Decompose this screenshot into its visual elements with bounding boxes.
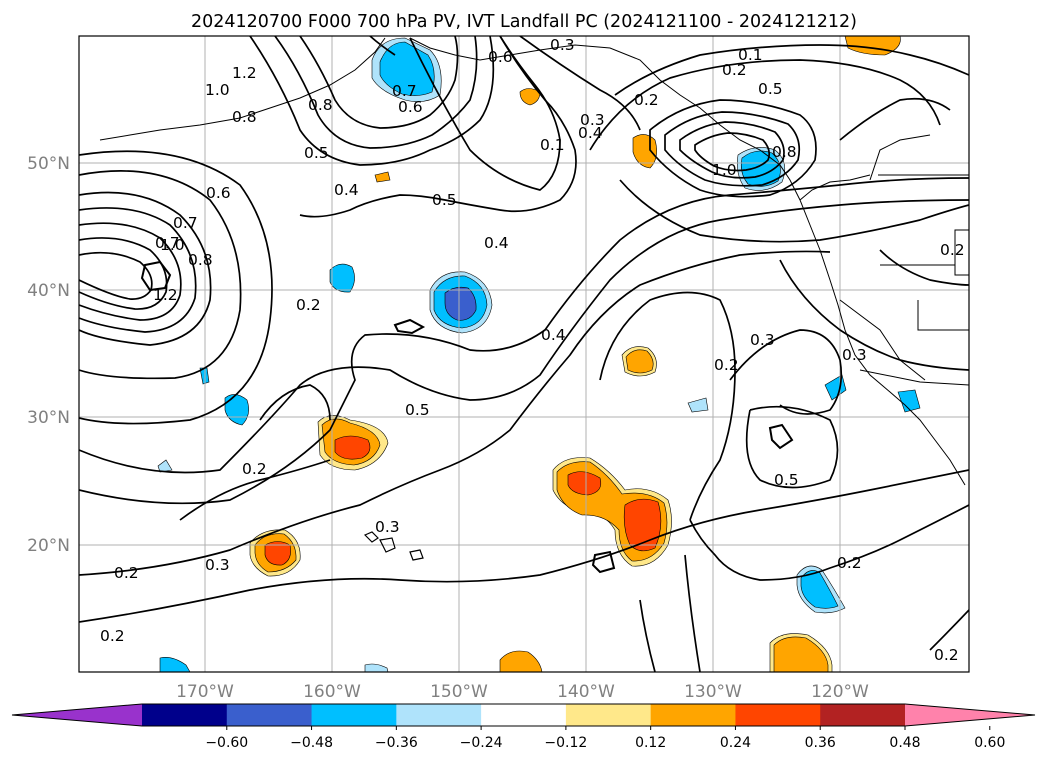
gridlines bbox=[79, 36, 969, 672]
contour-label: 0.3 bbox=[842, 346, 867, 364]
contour-label: 0.1 bbox=[738, 46, 763, 64]
colorbar-segment bbox=[650, 704, 736, 726]
contour-label: 0.3 bbox=[580, 111, 605, 129]
colorbar-segment bbox=[311, 704, 397, 726]
contour-label: 0.2 bbox=[722, 61, 747, 79]
lon-label: 150°W bbox=[430, 682, 488, 702]
contour-label: 0.1 bbox=[540, 136, 565, 154]
colorbar-segment bbox=[820, 704, 906, 726]
contour-label: 0.3 bbox=[205, 556, 230, 574]
contour-label: 0.2 bbox=[837, 554, 862, 572]
contour-label: 0.3 bbox=[550, 36, 575, 54]
lat-label: 40°N bbox=[27, 281, 70, 301]
contour-label: 0.4 bbox=[541, 326, 566, 344]
colorbar-tick-label: 0.12 bbox=[635, 735, 666, 751]
contour-label: 0.2 bbox=[296, 296, 321, 314]
contour-label: 1.2 bbox=[153, 286, 178, 304]
contour-label: 0.5 bbox=[774, 471, 799, 489]
colorbar-segment bbox=[481, 704, 567, 726]
contour-label: 1.2 bbox=[232, 64, 257, 82]
figure-title: 2024120700 F000 700 hPa PV, IVT Landfall… bbox=[191, 12, 857, 32]
lon-label: 130°W bbox=[684, 682, 742, 702]
islands bbox=[140, 260, 794, 574]
contour-labels: 1.2 1.0 0.8 0.6 0.5 0.8 0.7 0.4 0.2 0.5 … bbox=[100, 36, 965, 664]
colorbar-tick-label: −0.24 bbox=[460, 735, 503, 751]
contour-label: 1.0 bbox=[712, 161, 737, 179]
contour-label: 0.2 bbox=[714, 356, 739, 374]
contour-label: 0.8 bbox=[232, 108, 257, 126]
contour-label: 0.7 bbox=[392, 82, 417, 100]
contour-label: 0.2 bbox=[634, 91, 659, 109]
contour-label: 1.0 bbox=[160, 236, 185, 254]
colorbar-segment bbox=[396, 704, 482, 726]
contour-label: 0.8 bbox=[772, 143, 797, 161]
lon-label: 160°W bbox=[303, 682, 361, 702]
contour-label: 0.3 bbox=[750, 331, 775, 349]
contour-label: 0.4 bbox=[334, 181, 359, 199]
contour-label: 0.8 bbox=[308, 96, 333, 114]
contour-label: 0.6 bbox=[398, 98, 423, 116]
contour-label: 0.5 bbox=[432, 191, 457, 209]
contour-label: 0.4 bbox=[484, 234, 509, 252]
contour-label: 1.0 bbox=[205, 81, 230, 99]
colorbar-segment bbox=[565, 704, 652, 726]
lon-label: 170°W bbox=[176, 682, 234, 702]
colorbar-segment bbox=[142, 704, 228, 726]
contour-label: 0.7 bbox=[155, 234, 180, 252]
colorbar-tick-label: −0.60 bbox=[205, 735, 248, 751]
contour-label: 0.4 bbox=[578, 124, 603, 142]
contour-label: 0.8 bbox=[188, 251, 213, 269]
latitude-labels: 50°N 40°N 30°N 20°N bbox=[27, 154, 70, 556]
map-frame bbox=[78, 35, 970, 673]
colorbar-tick-label: −0.48 bbox=[290, 735, 333, 751]
contour-label: 0.7 bbox=[173, 214, 198, 232]
contour-label: 0.6 bbox=[206, 184, 231, 202]
colorbar: −0.60 −0.48 −0.36 −0.24 −0.12 0.12 0.24 0.36 0.4… bbox=[11, 703, 1036, 751]
contour-label: 0.2 bbox=[100, 627, 125, 645]
colorbar-tick-label: 0.48 bbox=[889, 735, 920, 751]
contour-label: 0.2 bbox=[242, 460, 267, 478]
map-area: 1.2 1.0 0.8 0.6 0.5 0.8 0.7 0.4 0.2 0.5 … bbox=[79, 36, 969, 672]
colorbar-segment bbox=[735, 704, 821, 726]
colorbar-segment bbox=[226, 704, 313, 726]
contour-label: 0.5 bbox=[405, 401, 430, 419]
colorbar-tick-label: 0.60 bbox=[974, 735, 1005, 751]
contour-label: 0.3 bbox=[375, 518, 400, 536]
lat-label: 20°N bbox=[27, 536, 70, 556]
colorbar-tick-label: −0.36 bbox=[375, 735, 418, 751]
contour-label: 0.6 bbox=[488, 48, 513, 66]
contour-label: 0.5 bbox=[304, 144, 329, 162]
colorbar-extend-high bbox=[905, 704, 1035, 726]
lat-label: 50°N bbox=[27, 154, 70, 174]
lon-label: 140°W bbox=[557, 682, 615, 702]
contour-label: 0.2 bbox=[940, 241, 965, 259]
colorbar-outline bbox=[11, 703, 1036, 727]
colorbar-tick-label: −0.12 bbox=[544, 735, 587, 751]
contour-label: 0.5 bbox=[758, 80, 783, 98]
colorbar-tick-label: 0.24 bbox=[720, 735, 751, 751]
contour-label: 0.2 bbox=[934, 646, 959, 664]
colorbar-extend-low bbox=[12, 704, 142, 726]
lat-label: 30°N bbox=[27, 408, 70, 428]
pv-contours bbox=[79, 36, 969, 672]
colorbar-tick-label: 0.36 bbox=[805, 735, 836, 751]
longitude-labels: 170°W 160°W 150°W 140°W 130°W 120°W bbox=[176, 682, 869, 702]
contour-label: 0.2 bbox=[114, 564, 139, 582]
lon-label: 120°W bbox=[811, 682, 869, 702]
